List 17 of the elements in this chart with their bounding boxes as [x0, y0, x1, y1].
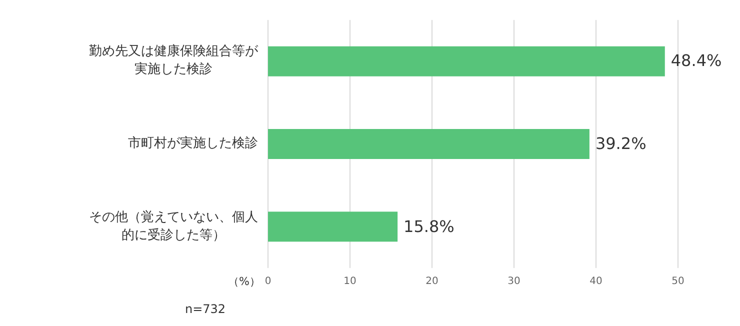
x-tick-label: 40 [590, 276, 602, 287]
bar [268, 129, 590, 159]
x-tick-label: 0 [264, 276, 272, 287]
y-tick-label: 勤め先又は健康保険組合等が実施した検診 [89, 43, 258, 80]
bar [268, 212, 398, 242]
data-label: 39.2% [595, 134, 646, 153]
x-axis-title: （%） [228, 274, 260, 290]
bar [268, 46, 665, 76]
x-tick-label: 20 [426, 276, 438, 287]
x-tick-label: 30 [508, 276, 520, 287]
text: n=732 [185, 301, 226, 318]
y-tick-label: 市町村が実施した検診 [128, 135, 258, 153]
x-tick-label: 50 [672, 276, 684, 287]
data-label: 15.8% [404, 216, 454, 236]
x-tick-label: 10 [344, 276, 356, 287]
data-label: 48.4% [670, 51, 722, 70]
y-tick-label: その他（覚えていない、個人的に受診した等） [89, 208, 258, 245]
